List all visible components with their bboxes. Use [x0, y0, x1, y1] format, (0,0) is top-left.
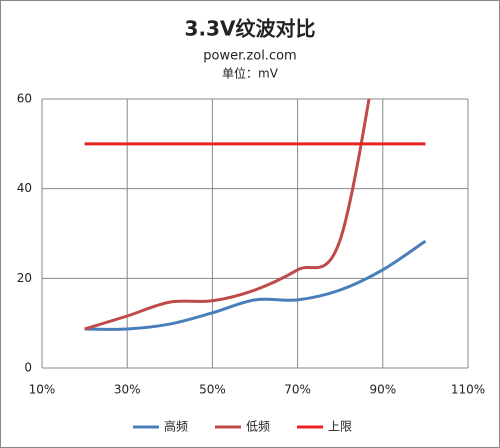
x-tick-label: 70%: [284, 383, 311, 397]
x-tick-label: 50%: [199, 383, 226, 397]
y-tick-label: 0: [24, 361, 32, 375]
legend-label: 低频: [246, 420, 270, 434]
x-tick-label: 110%: [451, 383, 485, 397]
chart-subtitle: power.zol.com: [203, 49, 296, 64]
y-tick-label: 40: [17, 181, 32, 195]
chart-title: 3.3V纹波对比: [185, 17, 316, 41]
y-tick-label: 60: [17, 92, 32, 106]
x-tick-label: 30%: [114, 383, 141, 397]
line: [84, 239, 427, 331]
y-tick-label: 20: [17, 271, 32, 285]
unit-label: 单位：mV: [222, 66, 279, 81]
x-tick-label: 10%: [29, 383, 56, 397]
legend-label: 高频: [164, 419, 188, 434]
line: [84, 99, 371, 331]
legend-label: 上限: [328, 420, 352, 434]
x-tick-label: 90%: [369, 383, 396, 397]
